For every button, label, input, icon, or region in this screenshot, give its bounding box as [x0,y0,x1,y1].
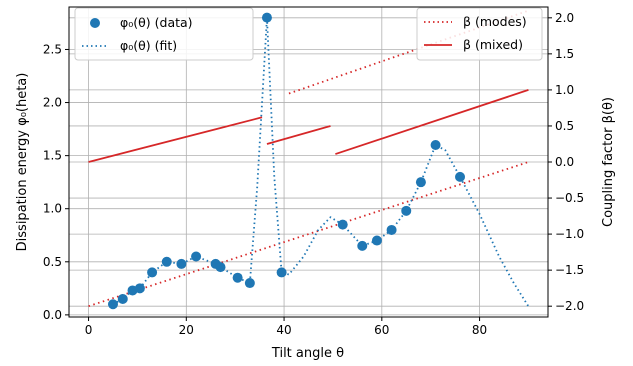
y-axis-left-label: Dissipation energy φ₀(heta) [15,73,30,252]
y-right-tick-label: 0.0 [555,155,574,169]
phi-data-point [401,205,412,216]
phi-data-point [147,267,158,278]
phi-data-point [107,299,118,310]
phi-data-point [191,251,202,262]
phi-data-point [232,272,243,283]
phi-data-point [386,224,397,235]
phi-data-point [176,258,187,269]
legend-left-box [74,7,254,61]
phi-data-point [337,219,348,230]
series-layer [88,9,530,310]
y-left-tick-label: 2.0 [43,96,62,110]
x-tick-label: 20 [179,323,194,337]
y-right-tick-label: 2.0 [555,11,574,25]
legend-right: β (modes) β (mixed) [416,7,543,61]
x-axis-label: Tilt angle θ [271,346,344,361]
legend-left: φ₀(θ) (data) φ₀(θ) (fit) [74,7,254,61]
x-tick-label: 0 [85,323,93,337]
legend-entry-beta-mixed: β (mixed) [463,37,523,52]
phi-data-point [455,171,466,182]
phi-data-point [117,293,128,304]
legend-data-marker [90,18,100,28]
legend-right-box [416,7,543,61]
y-right-tick-label: −2.0 [555,299,584,313]
y-right-tick-label: −0.5 [555,191,584,205]
y-right-tick-label: 1.0 [555,83,574,97]
phi-data-point [261,12,272,23]
y-right-tick-label: −1.0 [555,227,584,241]
beta-mixed-segment-0 [88,116,263,163]
legend-entry-phi-data: φ₀(θ) (data) [120,15,193,30]
y-axis-right-label: Coupling factor β(θ) [601,97,616,227]
legend-entry-beta-modes: β (modes) [463,14,527,29]
phi-data-point [276,267,287,278]
beta-mixed-segment-2 [335,89,529,155]
phi-data-point [244,278,255,289]
y-right-tick-label: 0.5 [555,119,574,133]
phi-data-point [357,240,368,251]
beta-modes-line-0 [88,161,529,308]
tick-layer: 0 20 40 60 80 0.0 0.5 1.0 1.5 2.0 2.5 −2.0 −1.5 −1.0 −… [43,11,584,337]
y-left-tick-label: 1.0 [43,202,62,216]
phi-data-point [430,140,441,151]
legend-entry-phi-fit: φ₀(θ) (fit) [120,38,177,53]
phi-data-point [371,235,382,246]
y-right-tick-label: 1.5 [555,47,574,61]
phi-data-point [415,177,426,188]
beta-mixed-segment-1 [266,125,331,145]
y-left-tick-label: 2.5 [43,42,62,56]
phi-fit-line [112,16,530,307]
x-tick-label: 60 [374,323,389,337]
y-left-tick-label: 0.5 [43,255,62,269]
phi-data-point [215,262,226,273]
x-tick-label: 40 [276,323,291,337]
y-right-tick-label: −1.5 [555,263,584,277]
y-left-tick-label: 1.5 [43,149,62,163]
x-tick-label: 80 [472,323,487,337]
y-left-tick-label: 0.0 [43,308,62,322]
phi-data-point [161,256,172,267]
phi-data-point [134,283,145,294]
